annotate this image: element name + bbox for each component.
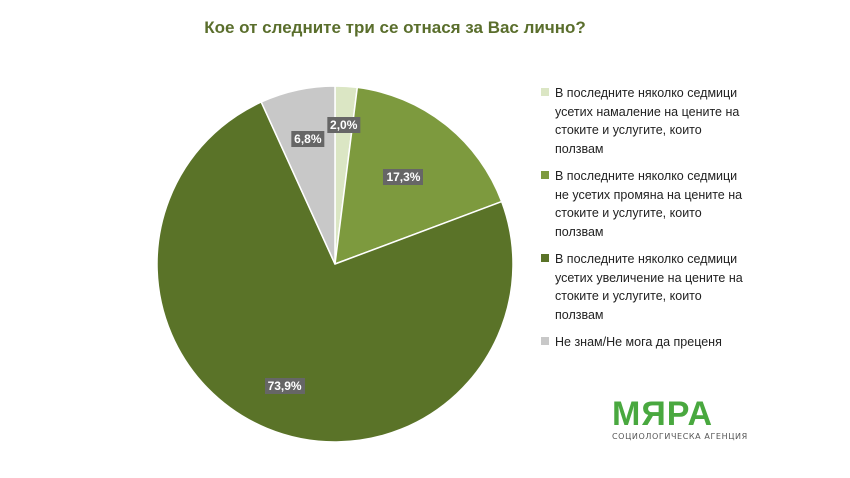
legend-label: В последните няколко седмици усетих увел… (555, 252, 743, 322)
legend: В последните няколко седмици усетих нама… (541, 84, 751, 361)
slice-value-label: 6,8% (291, 130, 325, 147)
logo-name: МЯРА (612, 395, 714, 433)
legend-label: Не знам/Не мога да преценя (555, 335, 722, 349)
legend-swatch (541, 171, 549, 179)
logo-subtitle: СОЦИОЛОГИЧЕСКА АГЕНЦИЯ (612, 432, 748, 441)
legend-item: В последните няколко седмици усетих увел… (541, 250, 751, 324)
legend-item: Не знам/Не мога да преценя (541, 333, 751, 352)
pie-slice (156, 101, 514, 443)
legend-swatch (541, 254, 549, 262)
legend-swatch (541, 337, 549, 345)
slice-value-label: 73,9% (264, 377, 305, 394)
slice-value-label: 2,0% (327, 117, 361, 134)
legend-label: В последните няколко седмици усетих нама… (555, 86, 740, 156)
legend-label: В последните няколко седмици не усетих п… (555, 169, 743, 239)
chart-title: Кое от следните три се отнася за Вас лич… (204, 18, 586, 37)
slice-value-label: 17,3% (383, 169, 424, 186)
agency-logo: МЯРА СОЦИОЛОГИЧЕСКА АГЕНЦИЯ (612, 396, 752, 441)
pie-slice (260, 85, 336, 265)
legend-item: В последните няколко седмици не усетих п… (541, 167, 751, 241)
legend-item: В последните няколко седмици усетих нама… (541, 84, 751, 158)
legend-swatch (541, 88, 549, 96)
